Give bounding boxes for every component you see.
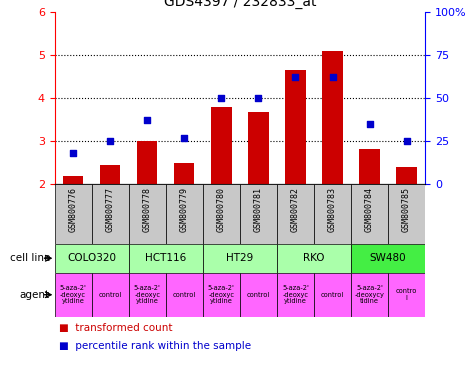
Text: COLO320: COLO320 <box>67 253 116 263</box>
Bar <box>277 184 314 244</box>
Text: GSM800784: GSM800784 <box>365 187 374 232</box>
Text: control: control <box>99 292 122 298</box>
Text: agent: agent <box>20 290 50 300</box>
Bar <box>277 244 351 273</box>
Bar <box>55 184 92 244</box>
Bar <box>240 184 277 244</box>
Bar <box>314 273 351 317</box>
Text: GSM800776: GSM800776 <box>69 187 77 232</box>
Text: 5-aza-2'
-deoxyc
ytidine: 5-aza-2' -deoxyc ytidine <box>134 285 161 304</box>
Point <box>403 138 410 144</box>
Bar <box>92 184 129 244</box>
Text: HT29: HT29 <box>226 253 254 263</box>
Point <box>292 74 299 80</box>
Bar <box>129 184 166 244</box>
Text: cell line: cell line <box>10 253 50 263</box>
Bar <box>129 244 203 273</box>
Point <box>180 135 188 141</box>
Point <box>366 121 373 127</box>
Text: 5-aza-2'
-deoxyc
ytidine: 5-aza-2' -deoxyc ytidine <box>208 285 235 304</box>
Title: GDS4397 / 232833_at: GDS4397 / 232833_at <box>163 0 316 9</box>
Bar <box>55 273 92 317</box>
Bar <box>248 112 268 184</box>
Text: GSM800777: GSM800777 <box>106 187 114 232</box>
Bar <box>55 244 129 273</box>
Bar <box>166 273 203 317</box>
Bar <box>100 165 120 184</box>
Text: ■  transformed count: ■ transformed count <box>59 323 173 333</box>
Point <box>218 95 225 101</box>
Text: 5-aza-2'
-deoxyc
ytidine: 5-aza-2' -deoxyc ytidine <box>60 285 86 304</box>
Bar <box>360 149 380 184</box>
Bar <box>174 163 194 184</box>
Bar <box>314 184 351 244</box>
Point <box>329 74 336 80</box>
Bar <box>351 273 388 317</box>
Point <box>255 95 262 101</box>
Text: control: control <box>247 292 270 298</box>
Bar <box>285 70 305 184</box>
Bar <box>166 184 203 244</box>
Text: 5-aza-2'
-deoxycy
tidine: 5-aza-2' -deoxycy tidine <box>355 285 384 304</box>
Bar <box>203 244 277 273</box>
Text: GSM800778: GSM800778 <box>143 187 152 232</box>
Text: GSM800780: GSM800780 <box>217 187 226 232</box>
Bar <box>203 273 240 317</box>
Text: GSM800785: GSM800785 <box>402 187 411 232</box>
Text: GSM800782: GSM800782 <box>291 187 300 232</box>
Text: GSM800781: GSM800781 <box>254 187 263 232</box>
Text: RKO: RKO <box>303 253 325 263</box>
Text: 5-aza-2'
-deoxyc
ytidine: 5-aza-2' -deoxyc ytidine <box>282 285 309 304</box>
Text: GSM800783: GSM800783 <box>328 187 337 232</box>
Text: ■  percentile rank within the sample: ■ percentile rank within the sample <box>59 341 251 351</box>
Bar <box>211 108 231 184</box>
Bar <box>388 184 425 244</box>
Bar <box>351 244 425 273</box>
Point <box>69 150 77 156</box>
Bar <box>63 176 83 184</box>
Bar <box>137 141 157 184</box>
Bar <box>277 273 314 317</box>
Text: HCT116: HCT116 <box>145 253 186 263</box>
Text: GSM800779: GSM800779 <box>180 187 189 232</box>
Bar <box>388 273 425 317</box>
Text: contro
l: contro l <box>396 288 418 301</box>
Text: SW480: SW480 <box>370 253 407 263</box>
Bar <box>351 184 388 244</box>
Bar <box>129 273 166 317</box>
Text: control: control <box>321 292 344 298</box>
Point <box>143 118 151 124</box>
Bar <box>92 273 129 317</box>
Bar <box>203 184 240 244</box>
Bar <box>240 273 277 317</box>
Point <box>106 138 114 144</box>
Bar <box>397 167 417 184</box>
Text: control: control <box>173 292 196 298</box>
Bar <box>323 51 342 184</box>
